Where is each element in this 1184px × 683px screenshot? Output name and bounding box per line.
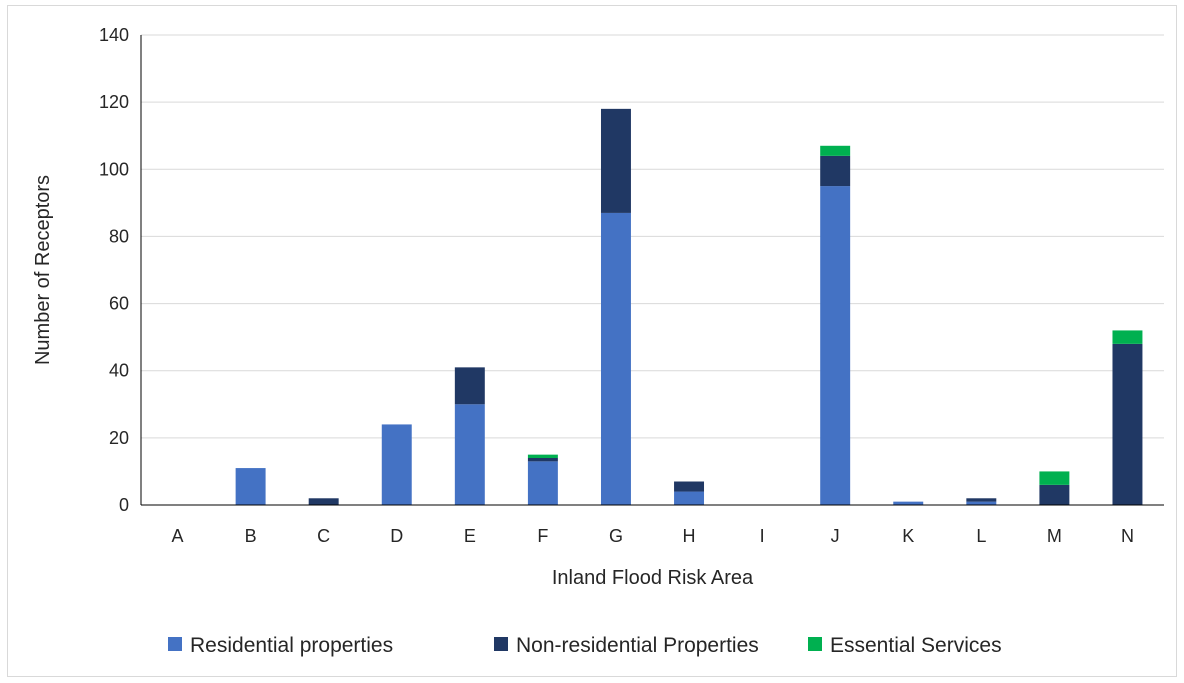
bar-m-series-1: [1039, 484, 1070, 505]
x-tick-label: M: [1047, 526, 1062, 546]
y-tick-label: 80: [109, 226, 129, 246]
y-tick-label: 0: [119, 495, 129, 515]
x-tick-label: F: [537, 526, 548, 546]
x-tick-label: G: [609, 526, 623, 546]
bar-f-series-1: [527, 458, 558, 462]
bar-f-series-2: [527, 454, 558, 458]
x-tick-label: J: [831, 526, 840, 546]
legend-swatch: [494, 637, 508, 651]
y-tick-label: 120: [99, 92, 129, 112]
bar-g-series-1: [600, 108, 631, 213]
y-tick-label: 140: [99, 25, 129, 45]
legend-label: Non-residential Properties: [516, 634, 759, 657]
y-axis-title: Number of Receptors: [32, 175, 54, 365]
bar-n-series-2: [1112, 330, 1143, 344]
bar-k-series-0: [893, 501, 924, 505]
legend-swatch: [808, 637, 822, 651]
bar-h-series-0: [674, 491, 705, 505]
bar-j-series-2: [820, 145, 851, 156]
y-tick-labels: 0 20 40 60 80 100 120 140: [99, 25, 129, 515]
bars: [235, 108, 1143, 506]
bar-h-series-1: [674, 481, 705, 492]
bar-l-series-0: [966, 501, 997, 505]
bar-e-series-1: [454, 367, 485, 405]
legend-swatch: [168, 637, 182, 651]
legend-label: Essential Services: [830, 634, 1002, 657]
bar-j-series-1: [820, 155, 851, 187]
y-tick-label: 60: [109, 294, 129, 314]
bar-d-series-0: [381, 424, 412, 505]
x-tick-label: C: [317, 526, 330, 546]
x-tick-label: A: [172, 526, 184, 546]
x-tick-label: K: [902, 526, 914, 546]
x-tick-label: E: [464, 526, 476, 546]
x-axis-title: Inland Flood Risk Area: [552, 567, 754, 589]
bar-n-series-1: [1112, 343, 1143, 505]
bar-b-series-0: [235, 468, 266, 505]
bar-g-series-0: [600, 212, 631, 505]
gridlines: [141, 34, 1164, 439]
bar-j-series-0: [820, 186, 851, 506]
x-tick-label: L: [976, 526, 986, 546]
bar-m-series-2: [1039, 471, 1070, 485]
y-tick-label: 100: [99, 159, 129, 179]
legend: Residential properties Non-residential Pr…: [168, 634, 1002, 657]
y-tick-label: 40: [109, 361, 129, 381]
x-tick-labels: A B C D E F G H I J K L M N: [172, 526, 1134, 546]
bar-f-series-0: [527, 461, 558, 505]
bar-e-series-0: [454, 404, 485, 505]
bar-l-series-1: [966, 498, 997, 502]
legend-label: Residential properties: [190, 634, 393, 657]
chart-frame: [7, 5, 1177, 677]
x-tick-label: B: [245, 526, 257, 546]
bar-c-series-1: [308, 498, 339, 505]
y-tick-label: 20: [109, 428, 129, 448]
x-tick-label: I: [760, 526, 765, 546]
x-tick-label: H: [683, 526, 696, 546]
x-tick-label: D: [390, 526, 403, 546]
x-tick-label: N: [1121, 526, 1134, 546]
